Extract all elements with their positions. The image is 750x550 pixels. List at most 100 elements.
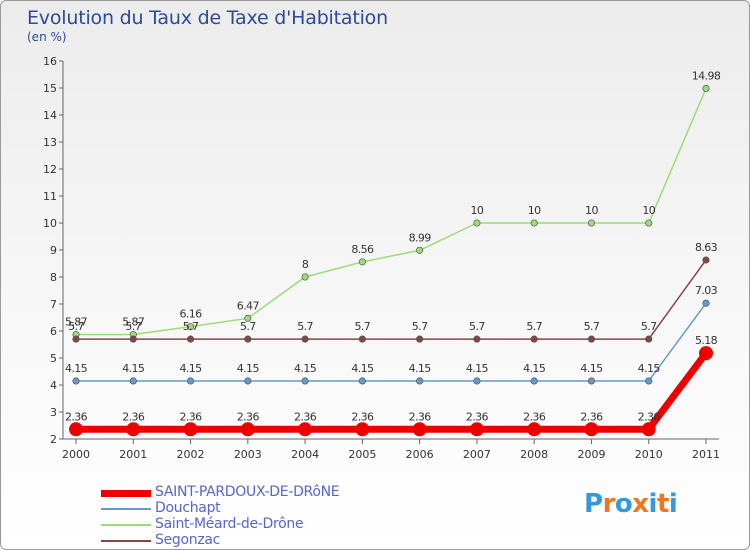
data-label: 4.15 bbox=[466, 362, 489, 375]
data-label: 2.36 bbox=[351, 410, 374, 423]
data-point bbox=[69, 422, 83, 437]
data-label: 10 bbox=[528, 204, 541, 217]
data-point bbox=[530, 377, 538, 385]
data-point bbox=[412, 422, 427, 437]
data-label: 8.63 bbox=[695, 241, 718, 254]
data-label: 5.7 bbox=[183, 320, 199, 333]
x-tick-label: 2002 bbox=[177, 448, 205, 461]
data-point bbox=[301, 273, 309, 281]
data-label: 4.15 bbox=[638, 362, 661, 375]
data-point bbox=[641, 422, 656, 437]
data-point bbox=[240, 422, 255, 437]
data-point bbox=[587, 335, 596, 343]
series-line bbox=[76, 259, 707, 340]
series-line bbox=[76, 88, 707, 336]
data-label: 2.36 bbox=[294, 410, 317, 423]
data-label: 5.7 bbox=[68, 320, 84, 333]
x-tick-label: 2011 bbox=[692, 448, 720, 461]
data-label: 5.7 bbox=[526, 320, 542, 333]
legend-swatch bbox=[101, 524, 151, 526]
data-label: 2.36 bbox=[409, 410, 432, 423]
data-point bbox=[186, 377, 195, 385]
data-point bbox=[358, 335, 366, 343]
data-point bbox=[587, 219, 596, 227]
data-label: 4.15 bbox=[65, 362, 88, 375]
x-tick-label: 2006 bbox=[406, 448, 434, 461]
data-point bbox=[584, 422, 599, 437]
data-point bbox=[527, 422, 542, 437]
data-point bbox=[129, 335, 137, 343]
legend-swatch bbox=[101, 490, 151, 497]
x-tick-label: 2003 bbox=[234, 448, 262, 461]
x-tick-label: 2005 bbox=[348, 448, 376, 461]
data-label: 10 bbox=[471, 204, 484, 217]
data-label: 10 bbox=[642, 204, 655, 217]
data-label: 2.36 bbox=[237, 410, 260, 423]
y-tick-label: 6 bbox=[50, 325, 57, 338]
data-label: 5.7 bbox=[412, 320, 428, 333]
data-point bbox=[72, 377, 80, 385]
data-point bbox=[702, 299, 710, 307]
y-tick-label: 9 bbox=[50, 244, 57, 257]
x-tick-label: 2001 bbox=[119, 448, 147, 461]
x-tick-label: 2007 bbox=[463, 448, 491, 461]
data-label: 8 bbox=[302, 258, 309, 271]
data-label: 5.7 bbox=[584, 320, 600, 333]
data-label: 8.99 bbox=[409, 231, 432, 244]
data-label: 5.18 bbox=[695, 334, 718, 347]
data-point bbox=[416, 335, 424, 343]
data-point bbox=[702, 84, 710, 93]
data-label: 4.15 bbox=[294, 362, 317, 375]
x-tick-label: 2004 bbox=[291, 448, 319, 461]
logo-letter: i bbox=[648, 489, 658, 519]
data-label: 6.16 bbox=[179, 308, 202, 321]
data-label: 2.36 bbox=[65, 410, 88, 423]
data-point bbox=[298, 422, 313, 437]
data-label: 5.7 bbox=[297, 320, 313, 333]
data-point bbox=[244, 377, 252, 385]
data-label: 5.7 bbox=[469, 320, 485, 333]
data-point bbox=[244, 314, 252, 322]
proxiti-logo: Proxiti bbox=[584, 489, 678, 519]
data-point bbox=[186, 335, 195, 343]
data-point bbox=[186, 323, 195, 331]
x-tick-label: 2010 bbox=[635, 448, 663, 461]
logo-letter: i bbox=[668, 489, 678, 519]
logo-letter: o bbox=[614, 489, 633, 519]
chart-axes: 2 3 4 5 6 7 8 9 10 11 12 13 14 15 16 2000 2001 2002 2003 20… bbox=[43, 55, 720, 461]
series-line bbox=[76, 302, 707, 382]
data-label: 5.7 bbox=[641, 320, 657, 333]
data-point bbox=[301, 377, 309, 385]
data-label: 4.15 bbox=[122, 362, 145, 375]
y-tick-label: 8 bbox=[50, 271, 57, 284]
data-point bbox=[473, 335, 481, 343]
data-label: 10 bbox=[585, 204, 598, 217]
data-point bbox=[183, 422, 198, 437]
logo-letter: P bbox=[584, 489, 603, 519]
data-label: 5.7 bbox=[355, 320, 371, 333]
data-label: 2.36 bbox=[638, 410, 661, 423]
data-point bbox=[473, 219, 481, 227]
data-label: 2.36 bbox=[179, 410, 202, 423]
data-label: 7.03 bbox=[695, 284, 718, 297]
legend-label: Segonzac bbox=[155, 532, 221, 548]
data-label: 6.47 bbox=[237, 299, 260, 312]
legend-label: Saint-Méard-de-Drône bbox=[155, 516, 304, 532]
y-tick-label: 10 bbox=[43, 217, 57, 230]
data-point bbox=[469, 422, 484, 437]
data-point bbox=[416, 377, 424, 385]
x-tick-label: 2009 bbox=[577, 448, 605, 461]
series-line bbox=[76, 351, 709, 433]
data-labels: 2.36 2.36 2.36 2.36 2.36 2.36 2.36 2.36 2.36 2.36… bbox=[65, 70, 721, 424]
legend-label: Douchapt bbox=[155, 500, 221, 516]
data-label: 4.15 bbox=[409, 362, 432, 375]
data-label: 2.36 bbox=[122, 410, 145, 423]
y-tick-label: 16 bbox=[43, 55, 57, 68]
y-tick-label: 13 bbox=[43, 136, 57, 149]
logo-letter: t bbox=[656, 489, 669, 519]
data-point bbox=[126, 422, 141, 437]
data-label: 4.15 bbox=[523, 362, 546, 375]
chart-subtitle: (en %) bbox=[27, 30, 67, 44]
data-point bbox=[473, 377, 481, 385]
